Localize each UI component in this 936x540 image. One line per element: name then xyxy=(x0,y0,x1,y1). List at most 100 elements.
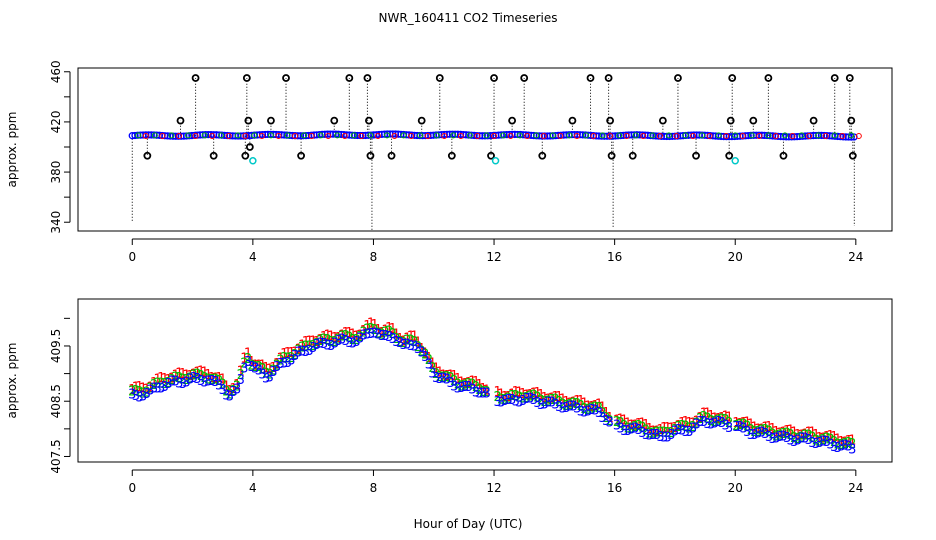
series-1-mark: 1 xyxy=(461,377,469,392)
series-3-mark: 3 xyxy=(273,360,281,375)
series-3-mark: 3 xyxy=(295,346,303,361)
data-point-green xyxy=(848,132,855,139)
series-2-mark: 2 xyxy=(768,427,776,442)
data-point-green xyxy=(400,132,407,139)
series-2-mark: 2 xyxy=(157,376,165,391)
series-2-mark: 2 xyxy=(407,334,415,349)
data-point-outlier xyxy=(848,151,857,160)
series-1-mark: 1 xyxy=(443,369,451,384)
series-1-mark: 1 xyxy=(320,330,328,345)
data-point-green xyxy=(516,132,523,139)
series-2-mark: 2 xyxy=(338,330,346,345)
series-2-mark: 2 xyxy=(197,369,205,384)
data-point-green xyxy=(682,132,689,139)
series-1-mark: 1 xyxy=(139,381,147,396)
series-1-mark: 1 xyxy=(805,425,813,440)
series-2-mark: 2 xyxy=(826,432,834,447)
data-point-red xyxy=(656,132,663,139)
series-1-mark: 1 xyxy=(772,425,780,440)
series-2-mark: 2 xyxy=(551,393,559,408)
series-2-mark: 2 xyxy=(606,414,614,429)
series-1-mark: 1 xyxy=(642,418,650,433)
series-1-mark: 1 xyxy=(363,319,371,334)
data-point-red xyxy=(540,132,547,139)
series-2-mark: 2 xyxy=(389,327,397,342)
data-point-green xyxy=(301,132,308,139)
series-3-mark: 3 xyxy=(262,371,270,386)
data-point-red xyxy=(739,132,746,139)
series-3-mark: 3 xyxy=(327,339,335,354)
series-3-mark: 3 xyxy=(797,432,805,447)
series-2-mark: 2 xyxy=(316,334,324,349)
data-point-cyan xyxy=(491,157,500,165)
data-point-cyan xyxy=(731,157,739,165)
series-2-mark: 2 xyxy=(743,420,751,435)
series-1-mark: 1 xyxy=(598,401,606,416)
data-point-outlier xyxy=(267,116,275,125)
series-1-mark: 1 xyxy=(533,386,541,401)
series-1-mark: 1 xyxy=(475,378,483,393)
series-3-mark: 3 xyxy=(808,436,816,451)
series-2-mark: 2 xyxy=(627,421,635,436)
series-3-mark: 3 xyxy=(725,421,733,436)
series-2-mark: 2 xyxy=(399,336,407,351)
series-2-mark: 2 xyxy=(834,438,842,453)
series-2-mark: 2 xyxy=(443,370,451,385)
series-2-mark: 2 xyxy=(537,393,545,408)
series-3-mark: 3 xyxy=(584,405,592,420)
series-1-mark: 1 xyxy=(834,432,842,447)
series-2-mark: 2 xyxy=(248,358,256,373)
series-2-mark: 2 xyxy=(168,373,176,388)
data-point-green xyxy=(549,132,556,139)
series-1-mark: 1 xyxy=(768,422,776,437)
data-point-red xyxy=(557,132,564,139)
series-2-mark: 2 xyxy=(714,414,722,429)
series-2-mark: 2 xyxy=(689,420,697,435)
series-2-mark: 2 xyxy=(172,371,180,386)
series-3-mark: 3 xyxy=(667,428,675,443)
series-3-mark: 3 xyxy=(352,335,360,350)
data-point-green xyxy=(251,132,258,139)
series-1-mark: 1 xyxy=(588,400,596,415)
series-3-mark: 3 xyxy=(360,328,368,343)
series-3-mark: 3 xyxy=(135,390,143,405)
series-1-mark: 1 xyxy=(219,373,227,388)
data-point-red xyxy=(524,132,531,139)
series-1-mark: 1 xyxy=(200,366,208,381)
series-1-mark: 1 xyxy=(193,365,201,380)
series-3-mark: 3 xyxy=(569,399,577,414)
series-3-mark: 3 xyxy=(718,416,726,431)
series-3-mark: 3 xyxy=(841,438,849,453)
series-2-mark: 2 xyxy=(504,391,512,406)
series-3-mark: 3 xyxy=(465,380,473,395)
series-1-mark: 1 xyxy=(653,424,661,439)
series-3-mark: 3 xyxy=(707,418,715,433)
series-3-mark: 3 xyxy=(269,365,277,380)
series-3-mark: 3 xyxy=(193,372,201,387)
series-3-mark: 3 xyxy=(689,422,697,437)
data-point-outlier xyxy=(628,151,637,160)
series-1-mark: 1 xyxy=(830,430,838,445)
series-1-mark: 1 xyxy=(808,426,816,441)
series-3-mark: 3 xyxy=(164,377,172,392)
series-2-mark: 2 xyxy=(276,353,284,368)
series-3-mark: 3 xyxy=(602,414,610,429)
series-1-mark: 1 xyxy=(812,428,820,443)
series-2-mark: 2 xyxy=(208,373,216,388)
series-2-mark: 2 xyxy=(219,377,227,392)
series-1-mark: 1 xyxy=(374,323,382,338)
series-1-mark: 1 xyxy=(548,392,556,407)
data-point-red xyxy=(623,132,630,139)
series-3-mark: 3 xyxy=(371,326,379,341)
series-2-mark: 2 xyxy=(844,436,852,451)
series-1-mark: 1 xyxy=(244,347,252,362)
series-2-mark: 2 xyxy=(577,399,585,414)
series-1-mark: 1 xyxy=(436,366,444,381)
chart-title: NWR_160411 CO2 Timeseries xyxy=(379,11,558,25)
data-point-outlier xyxy=(779,151,788,160)
data-point-outlier xyxy=(658,116,667,125)
series-2-mark: 2 xyxy=(573,397,581,412)
series-1-mark: 1 xyxy=(584,399,592,414)
data-point-green xyxy=(185,132,192,139)
data-point-green xyxy=(798,132,805,139)
